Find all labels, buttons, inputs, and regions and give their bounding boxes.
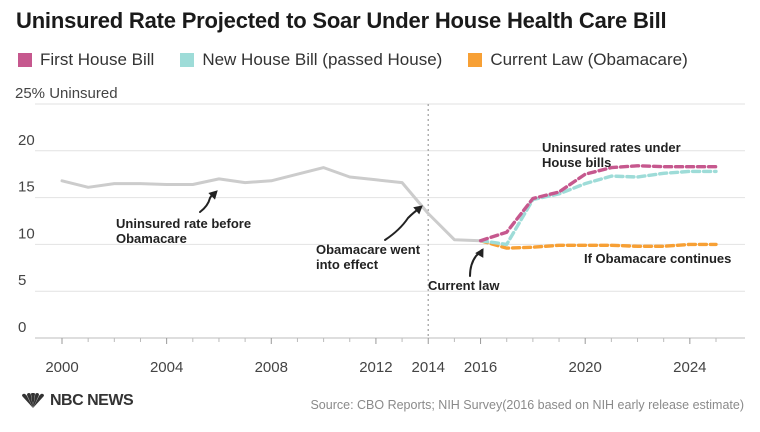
y-tick-label: 15 xyxy=(18,179,35,196)
x-tick-label: 2024 xyxy=(673,359,706,376)
series-line-new-house-bill-passed-house- xyxy=(478,169,718,247)
series-line-historical xyxy=(60,166,483,243)
legend-swatch-first-house-bill xyxy=(18,53,32,67)
legend-label-first-house-bill: First House Bill xyxy=(40,50,155,69)
legend: First House Bill New House Bill (passed … xyxy=(18,50,688,70)
x-tick-label: 2012 xyxy=(359,359,392,376)
legend-item-current-law: Current Law (Obamacare) xyxy=(468,50,688,70)
arrow-before-obamacare-head xyxy=(208,190,218,200)
annotation-house-bills: House bills xyxy=(542,155,611,170)
series-line-first-house-bill xyxy=(478,164,718,243)
x-tick-label: 2008 xyxy=(255,359,288,376)
legend-item-new-house-bill: New House Bill (passed House) xyxy=(180,50,442,70)
logo-text: NBC NEWS xyxy=(50,392,134,409)
annotation-house-bills: Uninsured rates under xyxy=(542,140,681,155)
legend-label-new-house-bill: New House Bill (passed House) xyxy=(202,50,443,69)
annotation-before-obamacare: Obamacare xyxy=(116,231,187,246)
y-tick-label: 5 xyxy=(18,272,26,289)
annotation-current-law: Current law xyxy=(428,278,500,293)
x-tick-label: 2016 xyxy=(464,359,497,376)
arrow-current-law-head xyxy=(475,248,484,258)
y-tick-label: 20 xyxy=(18,132,35,149)
x-tick-label: 2004 xyxy=(150,359,183,376)
nbc-news-logo: NBC NEWS xyxy=(20,392,134,410)
x-tick-label: 2014 xyxy=(412,359,445,376)
annotation-obamacare-continues: If Obamacare continues xyxy=(584,251,731,266)
y-tick-label: 10 xyxy=(18,225,35,242)
y-tick-label: 0 xyxy=(18,319,26,336)
series-line-current-law-obamacare- xyxy=(478,239,718,250)
x-tick-label: 2000 xyxy=(45,359,78,376)
annotation-before-obamacare: Uninsured rate before xyxy=(116,216,251,231)
annotation-obamacare-effect: Obamacare went xyxy=(316,242,421,257)
chart-title: Uninsured Rate Projected to Soar Under H… xyxy=(16,8,667,33)
arrow-obamacare-effect-head xyxy=(413,205,423,215)
legend-item-first-house-bill: First House Bill xyxy=(18,50,154,70)
y-tick-label: 25% Uninsured xyxy=(15,85,118,102)
legend-swatch-new-house-bill xyxy=(180,53,195,67)
annotation-obamacare-effect: into effect xyxy=(316,257,379,272)
peacock-icon xyxy=(22,393,44,408)
arrow-obamacare-effect xyxy=(384,207,421,241)
legend-label-current-law: Current Law (Obamacare) xyxy=(490,50,688,69)
x-tick-label: 2020 xyxy=(569,359,602,376)
source-note: Source: CBO Reports; NIH Survey(2016 bas… xyxy=(310,398,744,412)
legend-swatch-current-law xyxy=(468,53,483,67)
